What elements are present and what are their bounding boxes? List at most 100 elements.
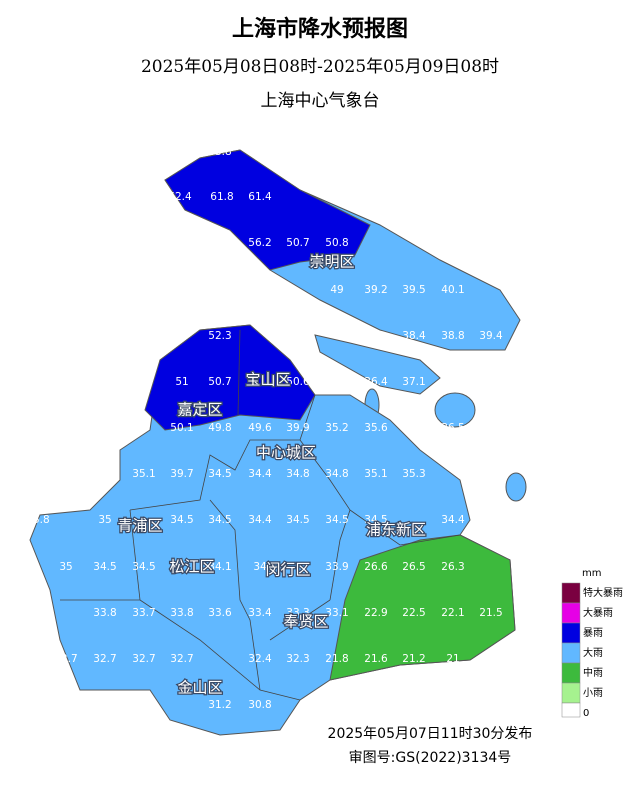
readings: 63.8 62.4 61.8 61.4 56.2 50.7 50.8 49 39.2 39.5 40… — [26, 146, 503, 711]
rain-reading: 32.7 — [93, 653, 116, 665]
district-label: 青浦区 — [117, 517, 162, 535]
rain-reading: 34.5 — [93, 561, 116, 573]
district-label: 嘉定区 — [177, 401, 222, 419]
rain-reading: 35.1 — [132, 468, 155, 480]
legend-unit: mm — [582, 568, 601, 579]
rain-reading: 35.6 — [479, 468, 503, 480]
rain-reading: 39.2 — [364, 284, 387, 296]
rain-reading: 32.4 — [248, 653, 272, 665]
rain-reading: 61.8 — [210, 191, 233, 203]
hengsha-island — [434, 392, 476, 428]
district-label: 奉贤区 — [283, 613, 328, 631]
district-label: 浦东新区 — [366, 521, 426, 539]
rain-reading: 34.5 — [208, 514, 231, 526]
moderate-rain-zone — [329, 534, 516, 681]
rain-reading: 61.4 — [248, 191, 272, 203]
rain-reading: 62.4 — [168, 191, 192, 203]
rain-reading: 34.4 — [248, 468, 272, 480]
rain-reading: 34.1 — [208, 561, 231, 573]
rain-reading: 22.1 — [441, 607, 464, 619]
rain-reading: 21.2 — [402, 653, 425, 665]
border — [60, 329, 461, 701]
rain-reading: 26.5 — [402, 561, 425, 573]
rain-reading: 33.8 — [170, 607, 193, 619]
rain-reading: 26.3 — [441, 561, 464, 573]
rain-reading: 49.8 — [208, 422, 231, 434]
rain-reading: 40.1 — [441, 284, 464, 296]
legend-swatch — [561, 682, 581, 704]
rain-reading: 35.3 — [402, 468, 425, 480]
rain-reading: 34.5 — [208, 468, 231, 480]
district-label: 松江区 — [169, 558, 214, 576]
issuer: 上海中心气象台 — [261, 91, 380, 111]
legend-swatch — [561, 642, 581, 664]
rain-reading: 39.5 — [402, 284, 425, 296]
rain-reading: 37.1 — [402, 376, 425, 388]
rain-reading: 34 — [253, 561, 267, 573]
legend-swatch — [561, 582, 581, 604]
title: 上海市降水预报图 — [232, 16, 408, 42]
legend-label: 中雨 — [583, 666, 603, 679]
legend-label: 大暴雨 — [583, 606, 613, 619]
rain-reading: 35.1 — [364, 468, 387, 480]
legend-swatch — [561, 662, 581, 684]
legend-swatch — [561, 702, 581, 718]
rain-reading: 56.2 — [248, 237, 271, 249]
rain-reading: 36.4 — [364, 376, 388, 388]
rain-reading: 32.7 — [54, 653, 77, 665]
rain-reading: 33.8 — [93, 607, 116, 619]
rain-reading: 35.8 — [26, 514, 49, 526]
rain-reading: 34.4 — [441, 514, 465, 526]
rain-reading: 33.9 — [325, 561, 348, 573]
legend-label: 特大暴雨 — [583, 586, 623, 599]
rain-reading: 50.7 — [286, 237, 309, 249]
rain-reading: 35.6 — [364, 422, 388, 434]
rain-reading: 34.5 — [286, 514, 309, 526]
rain-reading: 52.3 — [208, 330, 231, 342]
rain-reading: 33.7 — [132, 607, 155, 619]
rain-reading: 35 — [98, 514, 111, 526]
changxing-island — [314, 334, 441, 395]
rain-reading: 49 — [330, 284, 343, 296]
rain-reading: 50.1 — [170, 422, 193, 434]
rain-reading: 51 — [175, 376, 188, 388]
rain-reading: 49.6 — [248, 422, 272, 434]
rain-reading: 22.5 — [402, 607, 425, 619]
rain-reading: 34.5 — [325, 514, 348, 526]
rain-reading: 34.8 — [286, 468, 309, 480]
chongming-heavy — [164, 149, 371, 271]
rain-reading: 34.5 — [170, 514, 193, 526]
rain-reading: 35.2 — [325, 422, 348, 434]
rain-reading: 35 — [59, 561, 72, 573]
rain-reading: 21 — [446, 653, 459, 665]
rain-reading: 50.6 — [286, 376, 310, 388]
rain-reading: 34.8 — [325, 468, 348, 480]
rain-reading: 36.5 — [441, 422, 464, 434]
district-borders — [60, 329, 461, 701]
district-label: 金山区 — [177, 679, 222, 697]
review-number: 审图号:GS(2022)3134号 — [349, 750, 512, 766]
legend-label: 大雨 — [583, 646, 603, 659]
rain-reading: 32.7 — [170, 653, 193, 665]
rain-reading: 39.7 — [170, 468, 193, 480]
rain-reading: 50.7 — [208, 376, 231, 388]
district-label: 宝山区 — [245, 371, 290, 389]
rain-reading: 39.9 — [286, 422, 309, 434]
rain-reading: 21.6 — [364, 653, 388, 665]
rain-reading: 39.4 — [479, 330, 503, 342]
rain-reading: 38.4 — [402, 330, 426, 342]
rain-reading: 63.8 — [208, 146, 231, 158]
legend-label: 暴雨 — [583, 627, 603, 639]
islet — [505, 472, 527, 502]
land — [29, 149, 527, 736]
rain-reading: 30.8 — [248, 699, 271, 711]
rain-reading: 33.3 — [286, 607, 309, 619]
district-label: 崇明区 — [309, 253, 354, 271]
rain-reading: 22.9 — [364, 607, 387, 619]
rain-reading: 33.1 — [325, 607, 348, 619]
legend-zero: 0 — [583, 708, 589, 719]
legend-swatch — [561, 602, 581, 624]
rain-reading: 34.5 — [132, 561, 155, 573]
